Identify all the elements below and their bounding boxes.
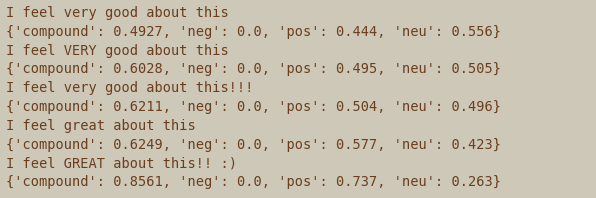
Text: {'compound': 0.6249, 'neg': 0.0, 'pos': 0.577, 'neu': 0.423}: {'compound': 0.6249, 'neg': 0.0, 'pos': … [6, 138, 501, 152]
Text: I feel very good about this!!!: I feel very good about this!!! [6, 81, 253, 95]
Text: I feel very good about this: I feel very good about this [6, 6, 229, 20]
Text: I feel VERY good about this: I feel VERY good about this [6, 44, 229, 58]
Text: {'compound': 0.6028, 'neg': 0.0, 'pos': 0.495, 'neu': 0.505}: {'compound': 0.6028, 'neg': 0.0, 'pos': … [6, 62, 501, 76]
Text: {'compound': 0.6211, 'neg': 0.0, 'pos': 0.504, 'neu': 0.496}: {'compound': 0.6211, 'neg': 0.0, 'pos': … [6, 100, 501, 114]
Text: I feel GREAT about this!! :): I feel GREAT about this!! :) [6, 156, 237, 170]
Text: I feel great about this: I feel great about this [6, 119, 195, 133]
Text: {'compound': 0.4927, 'neg': 0.0, 'pos': 0.444, 'neu': 0.556}: {'compound': 0.4927, 'neg': 0.0, 'pos': … [6, 25, 501, 39]
Text: {'compound': 0.8561, 'neg': 0.0, 'pos': 0.737, 'neu': 0.263}: {'compound': 0.8561, 'neg': 0.0, 'pos': … [6, 175, 501, 189]
